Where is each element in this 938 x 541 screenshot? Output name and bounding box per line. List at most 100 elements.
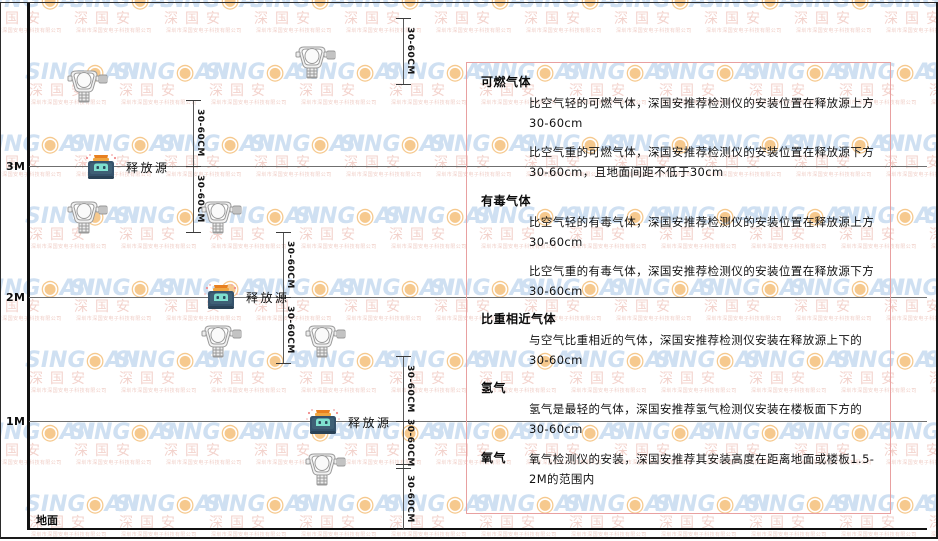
watermark-dot-icon: ◉: [220, 420, 240, 445]
watermark-dot-icon: ◉: [175, 348, 195, 373]
watermark-brand-cn: 深国安: [344, 299, 407, 315]
watermark-brand-sub: 深圳市深国安电子科技有限公司: [346, 316, 422, 322]
frame-top-border: [0, 2, 938, 3]
watermark-brand-sub: 深圳市深国安电子科技有限公司: [76, 316, 152, 322]
watermark-dot-icon: ◉: [355, 348, 375, 373]
dimension-label: 30-60CM: [405, 474, 415, 523]
watermark-brand-cn: 深国安: [209, 83, 272, 99]
watermark-dot-icon: ◉: [445, 492, 465, 517]
watermark-brand-sub: 深圳市深国安电子科技有限公司: [166, 28, 242, 34]
frame-bottom-border: [0, 537, 938, 539]
watermark-brand-cn: 深国安: [74, 11, 137, 27]
release-source-label: 释放源: [126, 161, 170, 175]
watermark-dot-icon: ◉: [355, 492, 375, 517]
watermark-dot-icon: ◉: [175, 60, 195, 85]
dimension-tick: [396, 84, 411, 85]
watermark-brand-sub: 深圳市深国安电子科技有限公司: [166, 316, 242, 322]
gas-detector-icon: [196, 322, 244, 362]
panel-section-heading: 有毒气体: [481, 193, 532, 208]
watermark-brand-sub: 深圳市深国安电子科技有限公司: [796, 28, 872, 34]
watermark-dot-icon: ◉: [445, 348, 465, 373]
watermark-dot-icon: ◉: [175, 492, 195, 517]
gridline-2m: [29, 297, 927, 298]
watermark-brand-cn: 深国安: [254, 11, 317, 27]
watermark-brand-sub: 深圳市深国安电子科技有限公司: [31, 244, 107, 250]
dimension-tick: [396, 464, 411, 465]
dimension-line: [403, 356, 404, 529]
watermark-dot-icon: ◉: [265, 492, 285, 517]
watermark-brand-sub: 深圳市深国安电子科技有限公司: [166, 460, 242, 466]
gas-detector-icon: [62, 67, 110, 107]
gas-detector-icon: [300, 450, 348, 490]
watermark-brand-sub: 深圳市深国安电子科技有限公司: [616, 28, 692, 34]
release-source-label: 释放源: [348, 416, 392, 430]
watermark-brand-sub: 深圳市深国安电子科技有限公司: [301, 244, 377, 250]
gas-detector-icon: [62, 198, 110, 238]
dimension-label: 30-60CM: [405, 418, 415, 467]
axis-tick-label: 2M: [6, 291, 26, 304]
watermark-brand-cn: 深国安: [164, 11, 227, 27]
watermark-dot-icon: ◉: [265, 60, 285, 85]
gridline-3m: [29, 166, 927, 167]
dimension-tick: [276, 232, 291, 233]
watermark-dot-icon: ◉: [355, 60, 375, 85]
gas-detector-icon: [196, 198, 244, 238]
release-source-icon: [305, 407, 341, 439]
watermark-brand-cn: 深国安: [884, 443, 938, 459]
dimension-label: 30-60CM: [195, 109, 205, 157]
watermark-brand-cn: 深国安: [29, 371, 92, 387]
watermark-brand-cn: 深国安: [704, 11, 767, 27]
watermark-dot-icon: ◉: [130, 420, 150, 445]
watermark-brand-sub: 深圳市深国安电子科技有限公司: [301, 388, 377, 394]
watermark-dot-icon: ◉: [445, 204, 465, 229]
watermark-brand-cn: 深国安: [614, 11, 677, 27]
panel-section-paragraph: 比空气轻的有毒气体，深国安推荐检测仪的安装位置在释放源上方30-60cm: [529, 214, 875, 249]
watermark-brand-text: SING◉AN: [160, 132, 276, 157]
release-source-icon: [83, 152, 119, 184]
panel-section-heading: 可燃气体: [481, 75, 532, 89]
dimension-tick: [396, 356, 411, 357]
watermark-brand-sub: 深圳市深国安电子科技有限公司: [0, 460, 62, 466]
watermark-brand-text: SING◉AN: [70, 420, 186, 445]
watermark-brand-sub: 深圳市深国安电子科技有限公司: [526, 28, 602, 34]
watermark-brand-cn: 深国安: [524, 11, 587, 27]
watermark-dot-icon: ◉: [445, 60, 465, 85]
recommendation-panel: 可燃气体 比空气轻的可燃气体，深国安推荐检测仪的安装位置在释放源上方30-60cm…: [466, 62, 891, 514]
watermark-brand-cn: 深国安: [299, 227, 362, 243]
watermark-brand-sub: 深圳市深国安电子科技有限公司: [886, 460, 938, 466]
panel-section-heading: 氢气: [481, 381, 507, 396]
watermark-dot-icon: ◉: [355, 204, 375, 229]
watermark-dot-icon: ◉: [400, 132, 420, 157]
watermark-brand-text: SING◉AN: [0, 132, 96, 157]
watermark-brand-cn: 深国安: [434, 11, 497, 27]
watermark-brand-text: SING◉AN: [25, 348, 141, 373]
watermark-brand-sub: 深圳市深国安电子科技有限公司: [76, 460, 152, 466]
dimension-tick: [396, 468, 411, 469]
watermark-brand-sub: 深圳市深国安电子科技有限公司: [886, 28, 938, 34]
frame-left-border: [0, 2, 1, 538]
watermark-brand-text: SING◉AN: [205, 492, 321, 517]
watermark-brand-sub: 深圳市深国安电子科技有限公司: [346, 172, 422, 178]
watermark-brand-sub: 深圳市深国安电子科技有限公司: [886, 172, 938, 178]
watermark-brand-cn: 深国安: [74, 299, 137, 315]
watermark-brand-text: SING◉AN: [340, 132, 456, 157]
watermark-brand-text: SING◉AN: [295, 492, 411, 517]
dimension-tick: [186, 100, 201, 101]
watermark-dot-icon: ◉: [85, 492, 105, 517]
panel-section-paragraph: 比空气重的可燃气体，深国安推荐检测仪的安装位置在释放源下方30-60cm，且地面…: [529, 145, 875, 180]
watermark-dot-icon: ◉: [40, 132, 60, 157]
recommendation-panel-body: 可燃气体 比空气轻的可燃气体，深国安推荐检测仪的安装位置在释放源上方30-60cm…: [467, 63, 890, 513]
watermark-dot-icon: ◉: [175, 204, 195, 229]
watermark-brand-cn: 深国安: [209, 371, 272, 387]
dimension-label: 30-60CM: [285, 306, 295, 354]
